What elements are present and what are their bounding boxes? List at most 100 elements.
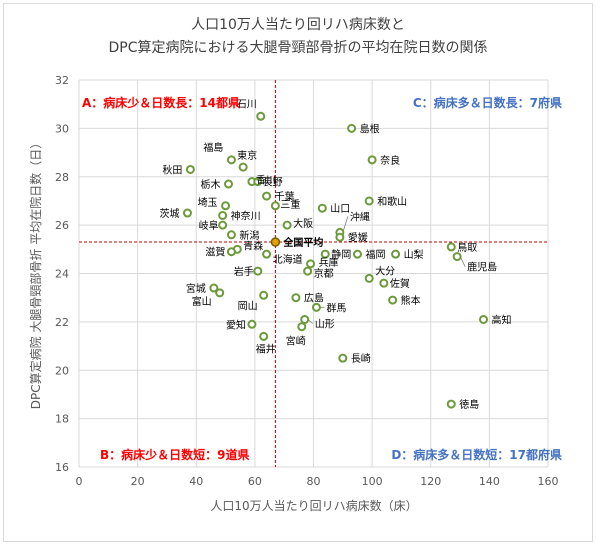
point-label: 宮城	[186, 282, 206, 295]
chart-title-line-2: DPC算定病院における大腿骨頸部骨折の平均在院日数の関係	[109, 40, 488, 56]
point-label: 埼玉	[198, 196, 218, 209]
point-label: 山梨	[404, 248, 424, 261]
data-point	[221, 201, 231, 211]
point-label: 千葉	[275, 190, 295, 203]
data-point	[347, 123, 357, 133]
point-label: 佐賀	[390, 278, 410, 290]
x-tick-label: 120	[420, 475, 441, 488]
data-point	[247, 319, 257, 329]
point-label: 東京	[237, 149, 257, 162]
data-point	[446, 399, 456, 409]
y-tick-label: 28	[55, 171, 69, 184]
point-label: 群馬	[326, 301, 346, 314]
data-point	[218, 210, 228, 220]
data-point	[335, 232, 345, 242]
y-tick-label: 20	[55, 364, 69, 377]
y-tick-label: 16	[55, 461, 69, 474]
data-point	[479, 314, 489, 324]
y-tick-label: 22	[55, 316, 69, 329]
quadrant-label-d: D：病床多＆日数短：17都府県	[391, 447, 562, 462]
point-label: 愛知	[226, 318, 246, 331]
point-label: 鳥取	[457, 241, 477, 254]
data-point	[364, 196, 374, 206]
data-point	[226, 247, 236, 257]
data-point	[215, 288, 225, 298]
x-tick-label: 20	[131, 475, 145, 488]
reference-lines	[79, 80, 548, 467]
data-point	[388, 295, 398, 305]
x-tick-label: 40	[189, 475, 203, 488]
y-tick-label: 24	[55, 268, 69, 281]
y-tick-label: 18	[55, 413, 69, 426]
quadrant-label-b: B：病床少＆日数短：9道県	[100, 447, 250, 462]
point-label: 三重	[280, 198, 300, 211]
point-label: 島根	[360, 122, 380, 135]
point-label: 山形	[315, 318, 335, 330]
chart-title-line-1: 人口10万人当たり回リハ病床数と	[191, 17, 405, 33]
x-axis-label: 人口10万人当たり回リハ病床数（床）	[210, 498, 417, 513]
point-label: 奈良	[380, 154, 400, 167]
y-tick-label: 30	[55, 122, 69, 135]
point-label: 熊本	[401, 294, 421, 307]
data-point	[238, 162, 248, 172]
data-point	[262, 191, 272, 201]
data-point	[226, 230, 236, 240]
point-label: 山口	[330, 203, 350, 215]
data-point	[300, 314, 310, 324]
x-tick-label: 60	[248, 475, 262, 488]
data-point	[226, 155, 236, 165]
point-label: 秋田	[162, 163, 182, 176]
quadrant-label-c: C：病床多＆日数長：7府県	[413, 95, 562, 110]
data-point	[253, 266, 263, 276]
point-label: 大分	[375, 264, 395, 277]
point-label: 青森	[243, 239, 263, 252]
data-point	[291, 293, 301, 303]
point-label: 和歌山	[377, 195, 407, 208]
data-point	[253, 177, 263, 187]
data-point	[256, 111, 266, 121]
data-point	[352, 249, 362, 259]
point-label: 福井	[256, 342, 276, 355]
point-label: 鹿児島	[467, 261, 497, 274]
point-label: 静岡	[331, 248, 351, 261]
point-label: 神奈川	[231, 209, 261, 222]
point-label: 徳島	[459, 398, 479, 411]
quadrant-label-a: A：病床少＆日数長：14都県	[82, 95, 240, 110]
point-label: 長野	[263, 177, 283, 189]
point-label: 京都	[314, 267, 334, 280]
data-point	[262, 249, 272, 259]
point-label: 沖縄	[350, 210, 370, 223]
point-label: 岡山	[238, 300, 258, 312]
data-point	[185, 164, 195, 174]
data-point	[303, 266, 313, 276]
point-label: 新潟	[239, 229, 259, 242]
data-point	[259, 331, 269, 341]
data-points	[182, 111, 489, 409]
point-label: 滋賀	[205, 246, 225, 259]
point-label: 高知	[492, 313, 512, 326]
point-label: 広島	[304, 292, 324, 305]
x-tick-label: 140	[479, 475, 500, 488]
x-tick-label: 160	[538, 475, 559, 488]
point-label: 北海道	[273, 253, 303, 266]
data-point	[259, 290, 269, 300]
data-point	[297, 322, 307, 332]
data-point	[282, 220, 292, 230]
data-point	[317, 203, 327, 213]
data-point	[218, 220, 228, 230]
y-tick-label: 32	[55, 74, 69, 87]
data-point	[311, 302, 321, 312]
y-axis-label: DPC算定病院 大腿骨頸部骨折 平均在院日数（日）	[28, 137, 43, 410]
point-label: 岩手	[234, 265, 254, 278]
data-point	[338, 353, 348, 363]
data-point	[452, 252, 462, 262]
data-point	[223, 179, 233, 189]
point-label: 長崎	[351, 352, 371, 365]
point-label: 富山	[192, 295, 212, 308]
axis-ticks: 16 18 20 22 24 26 28 30 32 0 20 40 60 80 100 120 140 160	[55, 74, 559, 488]
data-point	[364, 273, 374, 283]
point-label: 福岡	[365, 248, 385, 261]
